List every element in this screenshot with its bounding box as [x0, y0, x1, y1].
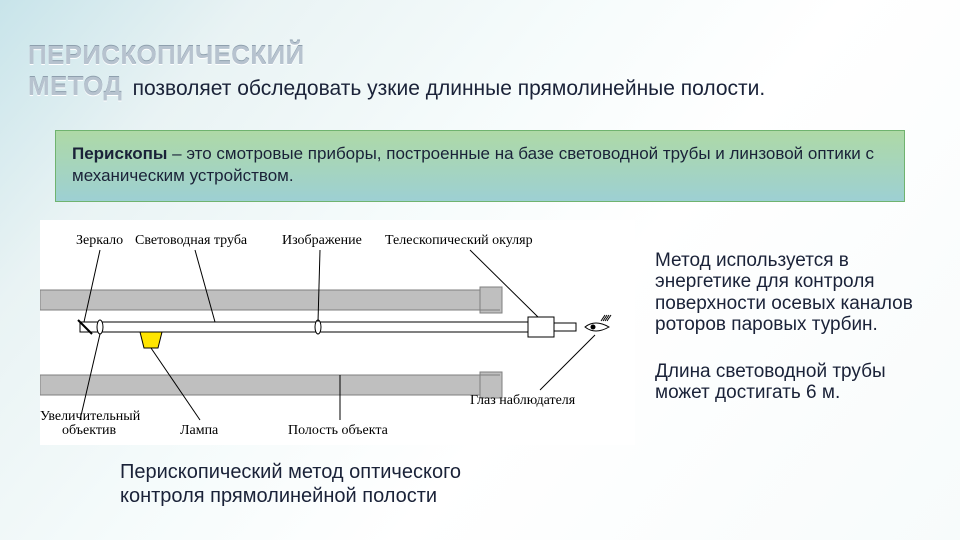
svg-text:Увеличительный: Увеличительный — [40, 409, 141, 424]
svg-text:Лампа: Лампа — [180, 423, 219, 438]
title-row2: МЕТОД позволяет обследовать узкие длинны… — [28, 71, 765, 102]
periscope-diagram: Зеркало Световодная труба Изображение Телес… — [40, 220, 635, 445]
title-line2: МЕТОД — [28, 71, 122, 101]
diagram-caption: Перископический метод оптического контро… — [120, 460, 480, 508]
definition-rest: – это смотровые приборы, построенные на … — [72, 144, 874, 185]
definition-box: Перископы – это смотровые приборы, постр… — [55, 130, 905, 202]
svg-text:Глаз наблюдателя: Глаз наблюдателя — [470, 393, 576, 408]
svg-text:Зеркало: Зеркало — [76, 233, 123, 248]
title-area: ПЕРИСКОПИЧЕСКИЙ МЕТОД позволяет обследов… — [28, 40, 765, 102]
svg-text:Световодная труба: Световодная труба — [135, 233, 248, 248]
title-line1: ПЕРИСКОПИЧЕСКИЙ — [28, 40, 765, 71]
definition-strong: Перископы — [72, 144, 167, 163]
diagram-svg: Зеркало Световодная труба Изображение Телес… — [40, 220, 635, 445]
svg-text:Изображение: Изображение — [282, 233, 362, 248]
svg-text:объектив: объектив — [62, 423, 116, 438]
svg-text:Полость объекта: Полость объекта — [288, 423, 389, 438]
right-p1: Метод используется в энергетике для конт… — [655, 250, 925, 335]
svg-text:Телескопический окуляр: Телескопический окуляр — [385, 233, 533, 248]
right-p2: Длина световодной трубы может достигать … — [655, 361, 925, 404]
subtitle: позволяет обследовать узкие длинные прям… — [133, 77, 766, 100]
definition-text: Перископы – это смотровые приборы, постр… — [72, 144, 874, 185]
right-column: Метод используется в энергетике для конт… — [655, 250, 925, 404]
